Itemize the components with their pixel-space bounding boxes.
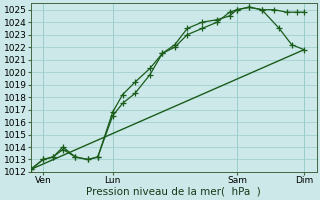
X-axis label: Pression niveau de la mer(  hPa  ): Pression niveau de la mer( hPa ) (86, 187, 261, 197)
